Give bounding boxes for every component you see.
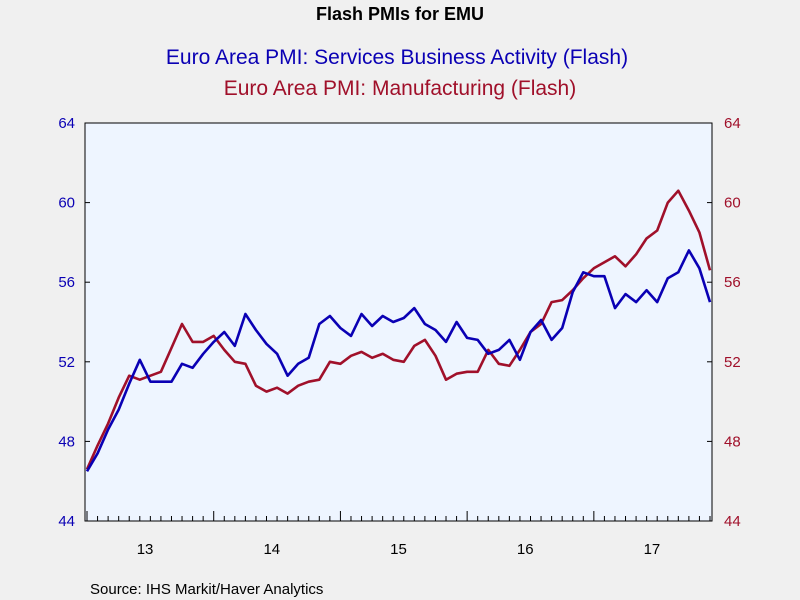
x-axis: 13 14 15 16 17 xyxy=(86,511,711,558)
left-axis-tick-label: 64 xyxy=(58,115,75,132)
x-axis-tick-label: 16 xyxy=(517,541,534,558)
right-axis-tick-label: 60 xyxy=(724,195,741,212)
series-services-label: Euro Area PMI: Services Business Activit… xyxy=(166,46,628,69)
source-note: Source: IHS Markit/Haver Analytics xyxy=(90,581,323,598)
left-axis-tick-label: 60 xyxy=(58,195,75,212)
chart-title: Flash PMIs for EMU xyxy=(316,4,484,24)
left-axis-tick-label: 44 xyxy=(58,513,75,530)
right-axis-tick-label: 56 xyxy=(724,274,741,291)
right-axis: 44 48 52 56 60 64 xyxy=(707,115,741,530)
x-axis-tick-label: 15 xyxy=(390,541,407,558)
right-axis-tick-label: 44 xyxy=(724,513,741,530)
left-axis: 44 48 52 56 60 64 xyxy=(58,115,90,530)
x-axis-tick-label: 13 xyxy=(137,541,154,558)
manufacturing-series-line xyxy=(85,189,712,470)
services-series-line xyxy=(85,249,712,472)
right-axis-tick-label: 52 xyxy=(724,354,741,371)
series-manufacturing-label: Euro Area PMI: Manufacturing (Flash) xyxy=(224,77,576,100)
x-axis-tick-label: 17 xyxy=(644,541,661,558)
left-axis-tick-label: 56 xyxy=(58,274,75,291)
plot-area xyxy=(84,122,713,522)
left-axis-tick-label: 52 xyxy=(58,354,75,371)
right-axis-tick-label: 48 xyxy=(724,433,741,450)
series-lines xyxy=(85,189,712,472)
x-axis-tick-label: 14 xyxy=(263,541,280,558)
right-axis-tick-label: 64 xyxy=(724,115,741,132)
left-axis-tick-label: 48 xyxy=(58,433,75,450)
